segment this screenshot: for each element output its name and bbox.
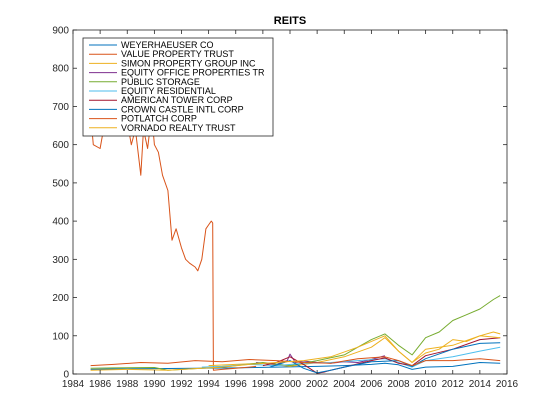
y-tick-label: 200 — [52, 293, 69, 304]
x-tick-label: 1992 — [170, 379, 193, 390]
x-tick-label: 2014 — [469, 379, 492, 390]
series-line-8 — [90, 356, 501, 367]
x-tick-label: 2002 — [306, 379, 329, 390]
legend-label: WEYERHAEUSER CO — [121, 40, 214, 50]
x-tick-label: 2016 — [496, 379, 519, 390]
legend-label: AMERICAN TOWER CORP — [121, 95, 233, 105]
x-tick-label: 1990 — [143, 379, 166, 390]
x-tick-label: 1984 — [62, 379, 85, 390]
legend-label: VORNADO REALTY TRUST — [121, 123, 236, 133]
series-line-7 — [269, 342, 501, 374]
y-tick-label: 800 — [52, 64, 69, 75]
legend-label: EQUITY RESIDENTIAL — [121, 86, 216, 96]
y-tick-label: 300 — [52, 255, 69, 266]
plot-area — [90, 105, 501, 374]
x-tick-label: 1996 — [225, 379, 248, 390]
y-tick-label: 100 — [52, 331, 69, 342]
series-line-5 — [201, 346, 501, 368]
x-tick-label: 2006 — [360, 379, 383, 390]
legend-label: EQUITY OFFICE PROPERTIES TR — [121, 68, 265, 78]
legend-label: VALUE PROPERTY TRUST — [121, 49, 234, 59]
x-tick-label: 2000 — [279, 379, 302, 390]
legend-label: CROWN CASTLE INTL CORP — [121, 104, 244, 114]
series-line-0 — [90, 362, 501, 370]
y-tick-label: 700 — [52, 102, 69, 113]
axes: 1984 1986 1988 1990 1992 1994 1996 1998 2000 2002… — [52, 26, 518, 391]
series-line-1 — [90, 105, 257, 371]
x-tick-label: 1988 — [116, 379, 139, 390]
x-tick-label: 2004 — [333, 379, 356, 390]
x-tick-label: 2012 — [442, 379, 465, 390]
legend-label: SIMON PROPERTY GROUP INC — [121, 58, 256, 68]
series-line-9 — [90, 335, 501, 371]
series-line-6 — [262, 337, 501, 374]
y-tick-label: 0 — [63, 370, 69, 381]
y-tick-label: 900 — [52, 26, 69, 37]
y-tick-label: 400 — [52, 217, 69, 228]
y-tick-label: 500 — [52, 178, 69, 189]
legend-label: PUBLIC STORAGE — [121, 77, 200, 87]
y-tick-label: 600 — [52, 140, 69, 151]
chart-title: REITS — [274, 15, 306, 27]
x-tick-label: 1998 — [252, 379, 275, 390]
x-tick-label: 2008 — [387, 379, 410, 390]
legend-label: POTLATCH CORP — [121, 114, 197, 124]
x-tick-label: 2010 — [415, 379, 438, 390]
x-tick-label: 1986 — [89, 379, 112, 390]
x-tick-label: 1994 — [198, 379, 221, 390]
